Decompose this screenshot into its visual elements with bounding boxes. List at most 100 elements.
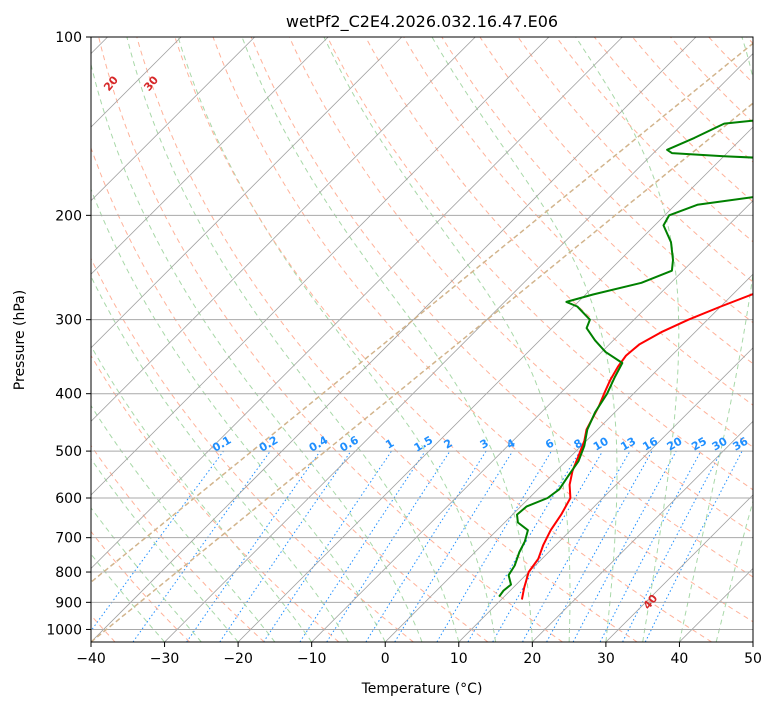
mixing-ratio-label: 3 [478,437,491,452]
moist-adiabat [91,457,239,642]
lcl-curve [91,42,753,584]
isotherm-line [679,567,753,642]
x-tick-label: 10 [450,651,468,667]
dry-adiabat [91,444,265,642]
mixing-ratio-label: 4 [504,436,517,451]
mixing-ratio-line [365,450,487,642]
y-tick-label: 100 [55,30,82,46]
isotherm-line [91,37,476,422]
dry-adiabat [91,530,190,642]
dry-adiabat [632,37,753,163]
dry-adiabat [91,257,414,642]
isotherm-line [91,37,329,275]
y-axis-ticks: 100 200 300 400 500 600 700 800 900 1000 [46,30,91,638]
moist-adiabat [91,553,165,642]
dewpoint-profile [498,119,753,598]
x-tick-label: 0 [381,651,390,667]
isotherm-line [91,37,623,569]
plot-area: 0.10.20.40.611.52346810131620253036-100-… [0,37,753,642]
isotherm-line [311,200,753,642]
isotherm-line [91,37,550,496]
isotherm-line [458,347,753,642]
dry-adiabat [250,37,753,578]
moist-adiabats [91,37,753,642]
moist-adiabat [431,37,618,642]
isotherm-line [164,53,753,642]
dry-adiabat [441,37,753,365]
mixing-ratio-line [467,450,581,642]
y-tick-label: 900 [55,595,82,611]
dry-adiabat-label: 20 [101,73,121,93]
moist-adiabat [126,37,460,642]
x-axis-label: Temperature (°C) [361,681,483,697]
dry-adiabat-label: 10 [61,73,81,93]
moist-adiabat [91,62,423,642]
moist-adiabat [91,507,202,642]
sounding-profiles [498,119,753,600]
y-tick-label: 800 [55,565,82,581]
mixing-ratio-line [394,450,514,642]
dry-adiabat [746,37,753,45]
lcl-curve [91,102,753,642]
mixing-ratio-label: 2 [442,437,455,452]
moist-adiabat [715,498,753,642]
x-axis-ticks: −40 −30 −20 −10 0 10 20 30 40 50 [76,642,762,667]
dry-adiabat [91,354,340,642]
isotherm-line [752,641,753,642]
x-tick-label: −10 [297,651,327,667]
x-tick-label: 40 [671,651,689,667]
isotherm-line [91,37,697,642]
dry-adiabat [670,37,753,124]
mixing-ratio-line [299,450,426,642]
mixing-ratio-line [644,450,743,642]
isotherm-line [532,420,753,642]
line-labels: 0.10.20.40.611.52346810131620253036-100-… [0,72,750,612]
moist-adiabat [678,37,753,642]
dry-adiabat-label: 0 [23,76,38,90]
mixing-ratio-line [326,450,451,642]
moist-adiabat [177,37,497,642]
dry-adiabat [403,37,753,406]
dry-adiabat-label: -10 [0,72,2,96]
mixing-ratio-line [91,450,224,632]
moist-adiabat [575,37,680,642]
isotherm-line [605,494,753,642]
mixing-ratio-line [522,450,631,642]
mixing-ratio-line [546,450,653,642]
y-tick-label: 300 [55,313,82,329]
mixing-ratio-line [572,450,677,642]
temperature-profile [520,292,753,600]
chart-title: wetPf2_C2E4.2026.032.16.47.E06 [286,12,558,32]
y-axis-label: Pressure (hPa) [12,290,28,390]
moist-adiabat [91,345,313,642]
x-tick-label: 30 [597,651,615,667]
y-tick-label: 1000 [46,622,82,638]
isotherm-line [237,126,753,642]
mixing-ratio-lines [91,450,743,642]
dry-adiabat [708,37,753,84]
moist-adiabat [241,37,533,642]
y-tick-label: 600 [55,491,82,507]
dry-adiabat-label: 30 [141,73,161,93]
y-tick-label: 700 [55,531,82,547]
mixing-ratio-line [186,450,321,642]
mixing-ratio-line [219,450,352,642]
x-tick-label: 50 [744,651,762,667]
dry-adiabat-label: 40 [641,592,661,612]
mixing-ratio-label: 6 [543,436,556,451]
y-tick-label: 200 [55,208,82,224]
x-tick-label: −20 [223,651,253,667]
dry-adiabat [136,37,638,642]
x-tick-label: −30 [150,651,180,667]
lcl-curves [91,42,753,642]
moist-adiabat [323,37,571,642]
isotherm-line [384,273,753,642]
dry-adiabat [174,37,712,642]
dry-adiabat [326,37,753,491]
x-tick-label: −40 [76,651,106,667]
y-tick-label: 400 [55,387,82,403]
isotherm-line [91,37,255,202]
plot-frame [90,36,754,643]
dry-adiabats [91,37,753,642]
